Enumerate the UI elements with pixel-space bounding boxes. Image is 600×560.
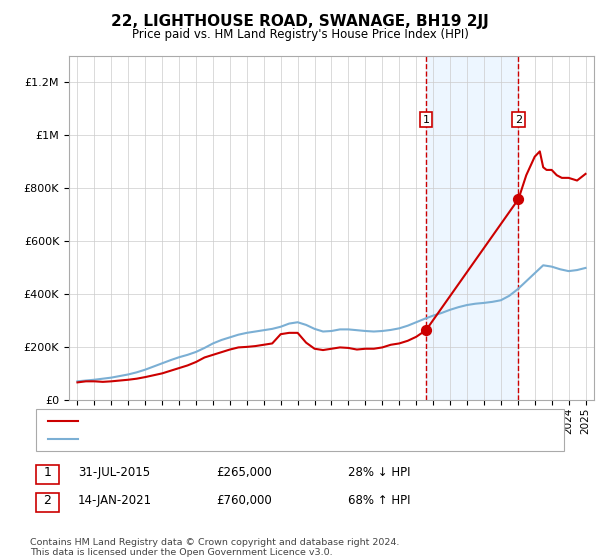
Text: 22, LIGHTHOUSE ROAD, SWANAGE, BH19 2JJ: 22, LIGHTHOUSE ROAD, SWANAGE, BH19 2JJ — [111, 14, 489, 29]
Point — [421, 326, 431, 335]
Text: 2: 2 — [43, 493, 52, 507]
Text: HPI: Average price, detached house, Dorset: HPI: Average price, detached house, Dors… — [84, 434, 327, 444]
Text: 68% ↑ HPI: 68% ↑ HPI — [348, 493, 410, 507]
Bar — [426, 56, 518, 400]
Text: £265,000: £265,000 — [216, 465, 272, 479]
Point — [514, 194, 523, 203]
Text: £760,000: £760,000 — [216, 493, 272, 507]
Text: 31-JUL-2015: 31-JUL-2015 — [78, 465, 150, 479]
Text: 28% ↓ HPI: 28% ↓ HPI — [348, 465, 410, 479]
Text: 22, LIGHTHOUSE ROAD, SWANAGE, BH19 2JJ (detached house): 22, LIGHTHOUSE ROAD, SWANAGE, BH19 2JJ (… — [84, 416, 433, 426]
Text: Price paid vs. HM Land Registry's House Price Index (HPI): Price paid vs. HM Land Registry's House … — [131, 28, 469, 41]
Text: 1: 1 — [43, 465, 52, 479]
Text: Contains HM Land Registry data © Crown copyright and database right 2024.
This d: Contains HM Land Registry data © Crown c… — [30, 538, 400, 557]
Text: 14-JAN-2021: 14-JAN-2021 — [78, 493, 152, 507]
Text: 2: 2 — [515, 115, 522, 124]
Text: 1: 1 — [422, 115, 430, 124]
